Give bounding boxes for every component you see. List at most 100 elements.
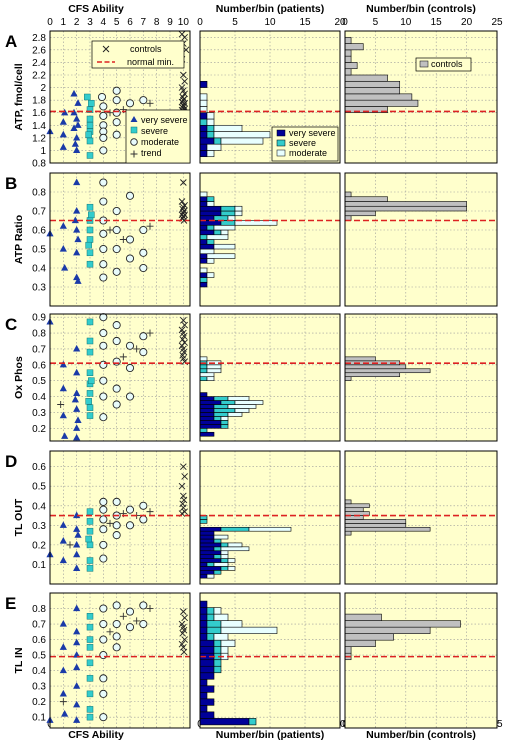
very-severe-point — [73, 663, 81, 671]
patients-bar-segment — [199, 143, 208, 151]
patients-bar-segment — [213, 538, 222, 544]
plot-frame — [344, 592, 498, 729]
severe-point — [86, 226, 94, 234]
very-severe-point — [59, 222, 67, 229]
severe-point — [84, 93, 91, 101]
patients-bar-segment — [199, 685, 215, 693]
moderate-point — [139, 515, 148, 524]
patients-bar-segment — [199, 530, 215, 536]
very-severe-point — [73, 564, 81, 571]
control-point — [180, 504, 187, 512]
moderate-point — [112, 400, 121, 409]
severe-point — [86, 404, 94, 411]
moderate-point — [112, 632, 121, 641]
patients-bar-segment — [206, 150, 215, 158]
patients-bar-segment — [234, 408, 250, 413]
moderate-point — [112, 643, 121, 652]
patients-bar-segment — [199, 248, 215, 255]
very-severe-point — [73, 550, 81, 558]
patients-bar-segment — [199, 659, 215, 667]
patients-bar-segment — [199, 356, 208, 362]
severe-point — [88, 211, 95, 219]
patients-bar-segment — [199, 112, 208, 120]
patients-bar-segment — [199, 196, 208, 202]
trend-point — [146, 329, 154, 337]
patients-bar-segment — [199, 665, 215, 674]
x-tick-label-top: 15 — [431, 17, 443, 28]
patients-bar-segment — [199, 573, 208, 579]
footer-controls: Number/bin (controls) — [366, 729, 476, 741]
y-tick-label: 0.8 — [32, 329, 46, 340]
moderate-point — [99, 689, 108, 698]
patients-bar-segment — [220, 558, 229, 563]
y-tick-label: 0.7 — [32, 207, 46, 218]
severe-point — [88, 377, 95, 384]
trend-point — [106, 628, 114, 636]
control-point — [180, 217, 188, 224]
very-severe-point — [73, 133, 81, 141]
moderate-point — [99, 515, 108, 524]
patients-bar-segment — [199, 124, 208, 132]
legend-circle-icon — [130, 138, 138, 146]
severe-point — [86, 527, 94, 535]
y-axis-label: Ox Phos — [13, 356, 25, 399]
trend-point — [66, 541, 74, 549]
moderate-point — [99, 635, 108, 644]
y-tick-label: 0.4 — [32, 392, 46, 403]
patients-bar-segment — [227, 396, 250, 401]
patients-bar-segment — [206, 239, 215, 245]
controls-bar — [344, 36, 352, 44]
patients-bar-segment — [213, 570, 222, 575]
plot-frame — [49, 172, 191, 307]
patients-legend-label: severe — [289, 138, 316, 148]
y-axis-label: ATP, fmol/cell — [13, 63, 25, 130]
moderate-point — [99, 651, 108, 660]
patients-bar-segment — [199, 376, 208, 381]
moderate-point — [99, 341, 108, 350]
legend-normal-min-label: normal min. — [127, 57, 174, 67]
y-tick-label: 0.6 — [32, 635, 46, 646]
patients-bar-segment — [199, 229, 215, 236]
moderate-point — [125, 521, 135, 530]
patients-bar-segment — [213, 224, 236, 231]
patients-bar-segment — [213, 554, 222, 559]
control-point — [181, 614, 188, 622]
y-tick-label: 0.3 — [32, 283, 46, 294]
patients-bar-segment — [220, 566, 229, 571]
very-severe-point — [73, 226, 81, 233]
patients-bar-segment — [199, 253, 208, 259]
plot-background — [345, 173, 497, 306]
controls-bar — [344, 499, 352, 505]
x-tick-label-top: 5 — [373, 17, 379, 28]
x-tick-label-top: 20 — [334, 17, 346, 28]
moderate-point — [112, 108, 121, 117]
patients-bar-segment — [220, 620, 243, 628]
severe-point — [86, 690, 94, 698]
x-tick-label-top: 10 — [178, 17, 190, 28]
header-patients: Number/bin (patients) — [216, 3, 325, 15]
very-severe-point — [70, 124, 78, 132]
very-severe-point — [71, 216, 79, 224]
x-tick-label-top: 3 — [87, 17, 93, 28]
very-severe-point — [59, 143, 67, 150]
controls-bar — [344, 639, 376, 647]
very-severe-point — [59, 360, 67, 368]
moderate-point — [112, 244, 121, 254]
severe-point — [86, 541, 94, 549]
y-tick-label: 0.7 — [32, 344, 46, 355]
moderate-point — [112, 384, 121, 393]
patients-bar-segment — [199, 137, 215, 145]
patients-bar-segment — [199, 150, 208, 158]
y-tick-label: 2.8 — [32, 33, 46, 44]
severe-point — [88, 100, 95, 107]
plot-frame — [344, 450, 498, 585]
severe-point — [86, 122, 94, 129]
y-tick-label: 0.8 — [32, 159, 46, 170]
patients-bar-segment — [213, 229, 222, 236]
patients-bar-segment — [199, 613, 208, 621]
patients-bar-segment — [199, 239, 208, 245]
very-severe-point — [73, 405, 81, 412]
trend-point — [106, 226, 114, 234]
patients-bar-segment — [206, 124, 215, 132]
trend-point — [119, 612, 127, 620]
